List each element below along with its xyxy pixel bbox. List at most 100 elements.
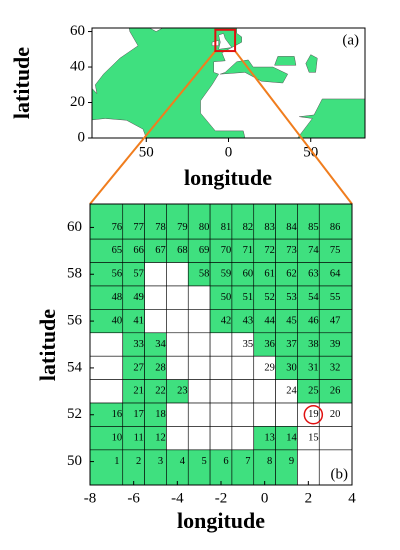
land bbox=[218, 32, 233, 50]
y-tick-label: 56 bbox=[67, 313, 83, 329]
cell-number: 79 bbox=[177, 222, 188, 233]
grid-cell bbox=[166, 285, 189, 310]
grid-cell bbox=[275, 402, 298, 427]
cell-number: 82 bbox=[243, 222, 254, 233]
x-tick-label: 0 bbox=[261, 490, 269, 506]
cell-number: 65 bbox=[112, 245, 123, 256]
cell-number: 52 bbox=[264, 292, 275, 303]
connector bbox=[234, 50, 353, 205]
cell-number: 3 bbox=[158, 456, 163, 467]
cell-number: 56 bbox=[112, 269, 123, 280]
cell-number: 42 bbox=[221, 315, 232, 326]
cell-number: 11 bbox=[134, 433, 144, 444]
cell-number: 80 bbox=[199, 222, 210, 233]
cell-number: 53 bbox=[286, 292, 297, 303]
cell-number: 58 bbox=[199, 269, 210, 280]
grid-cell bbox=[187, 402, 211, 427]
cell-number: 39 bbox=[330, 339, 341, 350]
y-tick-label: 0 bbox=[78, 129, 86, 145]
x-tick-label: 0 bbox=[225, 144, 233, 160]
grid-cell bbox=[275, 449, 298, 486]
cell-number: 64 bbox=[330, 269, 341, 280]
y-tick-label: 50 bbox=[67, 453, 82, 469]
cell-number: 40 bbox=[112, 315, 123, 326]
grid-cell bbox=[144, 309, 167, 334]
cell-number: 2 bbox=[136, 456, 141, 467]
grid-cell bbox=[166, 332, 189, 357]
cell-number: 29 bbox=[264, 362, 275, 373]
x-tick-label: -6 bbox=[127, 490, 140, 506]
cell-number: 14 bbox=[286, 433, 297, 444]
cell-number: 57 bbox=[133, 269, 144, 280]
land bbox=[92, 28, 139, 121]
grid-cell bbox=[166, 309, 189, 334]
cell-number: 69 bbox=[199, 245, 210, 256]
cell-number: 18 bbox=[155, 409, 166, 420]
cell-number: 59 bbox=[221, 269, 232, 280]
cell-number: 35 bbox=[243, 339, 254, 350]
x-tick-label: -8 bbox=[84, 490, 97, 506]
cell-number: 45 bbox=[286, 315, 297, 326]
cell-number: 72 bbox=[264, 245, 275, 256]
cell-number: 83 bbox=[264, 222, 275, 233]
cell-number: 74 bbox=[308, 245, 319, 256]
map bbox=[92, 21, 365, 138]
cell-number: 68 bbox=[177, 245, 188, 256]
y-tick-label: 20 bbox=[70, 94, 85, 110]
cell-number: 37 bbox=[286, 339, 297, 350]
y-axis-label: latitude bbox=[35, 309, 60, 381]
cell-number: 55 bbox=[330, 292, 341, 303]
connector bbox=[89, 50, 217, 205]
cell-number: 76 bbox=[112, 222, 123, 233]
x-tick-label: 4 bbox=[348, 490, 356, 506]
cell-number: 26 bbox=[330, 386, 341, 397]
cell-number: 61 bbox=[264, 269, 275, 280]
cell-number: 17 bbox=[133, 409, 144, 420]
cell-number: 19 bbox=[308, 409, 319, 420]
cell-number: 7 bbox=[245, 456, 250, 467]
cell-number: 51 bbox=[243, 292, 254, 303]
cell-number: 30 bbox=[286, 362, 297, 373]
grid-cell bbox=[187, 355, 211, 380]
grid-cell bbox=[297, 449, 320, 486]
sea bbox=[274, 56, 297, 66]
cell-number: 54 bbox=[308, 292, 319, 303]
cell-number: 15 bbox=[308, 433, 319, 444]
cell-number: 46 bbox=[308, 315, 319, 326]
x-tick-label: -4 bbox=[171, 490, 184, 506]
cell-number: 4 bbox=[180, 456, 186, 467]
grid-cell bbox=[144, 285, 167, 310]
cell-number: 50 bbox=[221, 292, 232, 303]
cell-number: 9 bbox=[289, 456, 294, 467]
cell-number: 60 bbox=[243, 269, 254, 280]
cell-number: 75 bbox=[330, 245, 341, 256]
grid-cell bbox=[209, 402, 233, 427]
cell-number: 16 bbox=[112, 409, 123, 420]
land bbox=[189, 21, 207, 26]
panel-label-bg bbox=[326, 465, 350, 483]
grid-cell bbox=[318, 426, 353, 451]
cell-number: 25 bbox=[308, 386, 319, 397]
grid-cell bbox=[187, 426, 211, 451]
grid-cell bbox=[209, 379, 233, 404]
grid-cell bbox=[231, 379, 255, 404]
grid-cell bbox=[89, 355, 124, 380]
y-tick-label: 40 bbox=[70, 58, 85, 74]
x-tick-label: -2 bbox=[215, 490, 228, 506]
cell-number: 78 bbox=[155, 222, 166, 233]
grid-cell bbox=[209, 449, 233, 486]
cell-number: 31 bbox=[308, 362, 319, 373]
cell-number: 71 bbox=[243, 245, 254, 256]
grid-cell bbox=[253, 379, 276, 404]
y-tick-label: 60 bbox=[67, 219, 82, 235]
cell-number: 10 bbox=[112, 433, 123, 444]
cell-number: 62 bbox=[286, 269, 297, 280]
grid-cell bbox=[253, 402, 276, 427]
cell-number: 21 bbox=[133, 386, 144, 397]
land bbox=[149, 28, 165, 32]
y-tick-label: 52 bbox=[67, 406, 82, 422]
cell-number: 8 bbox=[267, 456, 272, 467]
cell-number: 20 bbox=[330, 409, 341, 420]
